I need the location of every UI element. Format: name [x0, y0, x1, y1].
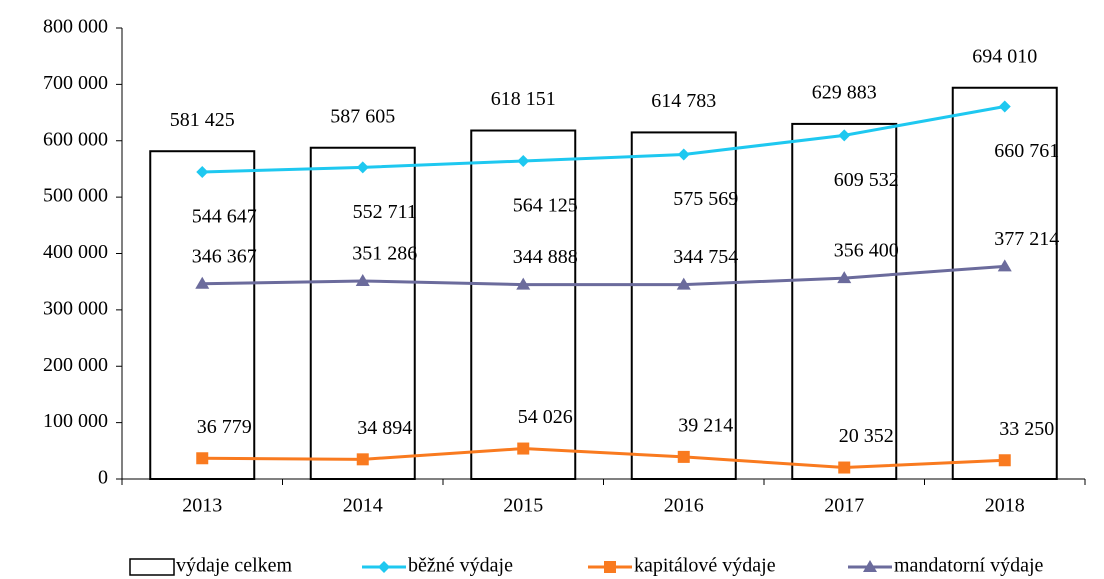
- line-value-label: 344 754: [673, 246, 738, 268]
- line-value-label: 33 250: [999, 418, 1054, 440]
- bar-value-label: 614 783: [651, 90, 716, 112]
- line-marker: [837, 271, 852, 284]
- line-value-label: 660 761: [994, 140, 1059, 162]
- y-tick-label: 700 000: [43, 72, 108, 94]
- bar: [149, 150, 256, 480]
- y-tick-label: 500 000: [43, 185, 108, 207]
- line-marker: [355, 273, 370, 286]
- legend-marker: [863, 560, 877, 572]
- x-tick-label: 2015: [503, 495, 543, 517]
- line-marker: [196, 165, 209, 178]
- bar: [951, 86, 1058, 480]
- line-marker: [838, 129, 851, 142]
- line-value-label: 344 888: [513, 246, 578, 268]
- y-tick-label: 300 000: [43, 297, 108, 319]
- legend-label: mandatorní výdaje: [894, 555, 1044, 577]
- line-marker: [838, 461, 851, 474]
- line-marker: [997, 259, 1012, 272]
- y-tick-label: 400 000: [43, 241, 108, 263]
- line-value-label: 54 026: [518, 406, 573, 428]
- y-tick-label: 200 000: [43, 354, 108, 376]
- line-marker: [998, 454, 1011, 467]
- line-value-label: 36 779: [197, 416, 252, 438]
- x-tick-label: 2017: [824, 495, 864, 517]
- x-tick-label: 2016: [664, 495, 704, 517]
- legend-label: běžné výdaje: [408, 555, 513, 577]
- line-marker: [356, 161, 369, 174]
- bar-value-label: 629 883: [812, 81, 877, 103]
- legend-marker: [378, 561, 390, 573]
- line-marker: [196, 452, 209, 465]
- line-value-label: 575 569: [673, 188, 738, 210]
- legend-label: výdaje celkem: [176, 555, 292, 577]
- legend-marker: [604, 561, 616, 573]
- line-value-label: 34 894: [357, 417, 412, 439]
- line-marker: [677, 450, 690, 463]
- line-marker: [517, 154, 530, 167]
- line-marker: [517, 442, 530, 455]
- line-marker: [998, 100, 1011, 113]
- x-tick-label: 2013: [182, 495, 222, 517]
- line-value-label: 356 400: [834, 240, 899, 262]
- y-tick-label: 800 000: [43, 16, 108, 38]
- line-value-label: 564 125: [513, 195, 578, 217]
- x-tick-label: 2014: [343, 495, 383, 517]
- line: [202, 264, 1005, 287]
- line-value-label: 39 214: [678, 414, 733, 436]
- line-value-label: 552 711: [353, 201, 417, 223]
- bar-value-label: 618 151: [491, 88, 556, 110]
- legend-label: kapitálové výdaje: [634, 555, 776, 577]
- line-value-label: 351 286: [352, 243, 417, 265]
- legend-swatch: [129, 558, 175, 576]
- line-value-label: 346 367: [192, 245, 257, 267]
- line-value-label: 377 214: [994, 228, 1059, 250]
- line-value-label: 609 532: [834, 169, 899, 191]
- line-value-label: 20 352: [839, 425, 894, 447]
- y-tick-label: 0: [98, 467, 108, 489]
- bar-value-label: 587 605: [330, 105, 395, 127]
- line-marker: [677, 148, 690, 161]
- line-marker: [516, 277, 531, 290]
- line-marker: [676, 277, 691, 290]
- bar-value-label: 581 425: [170, 109, 235, 131]
- line-marker: [195, 276, 210, 289]
- line: [202, 447, 1005, 470]
- y-tick-label: 100 000: [43, 410, 108, 432]
- y-tick-label: 600 000: [43, 128, 108, 150]
- line-marker: [356, 453, 369, 466]
- x-tick-label: 2018: [985, 495, 1025, 517]
- line: [202, 105, 1006, 174]
- bar-value-label: 694 010: [972, 45, 1037, 67]
- line-value-label: 544 647: [192, 206, 257, 228]
